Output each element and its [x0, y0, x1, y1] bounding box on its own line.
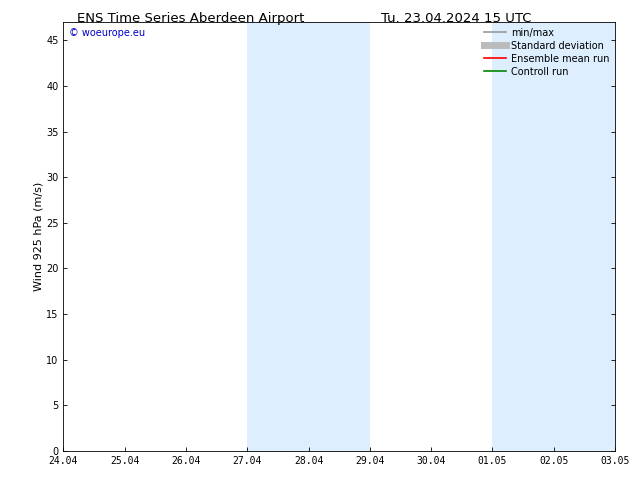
- Bar: [247, 22, 370, 451]
- Text: ENS Time Series Aberdeen Airport: ENS Time Series Aberdeen Airport: [77, 12, 304, 25]
- Text: © woeurope.eu: © woeurope.eu: [69, 28, 145, 39]
- Y-axis label: Wind 925 hPa (m/s): Wind 925 hPa (m/s): [33, 182, 43, 291]
- Text: Tu. 23.04.2024 15 UTC: Tu. 23.04.2024 15 UTC: [381, 12, 532, 25]
- Legend: min/max, Standard deviation, Ensemble mean run, Controll run: min/max, Standard deviation, Ensemble me…: [481, 24, 613, 80]
- Bar: [493, 22, 615, 451]
